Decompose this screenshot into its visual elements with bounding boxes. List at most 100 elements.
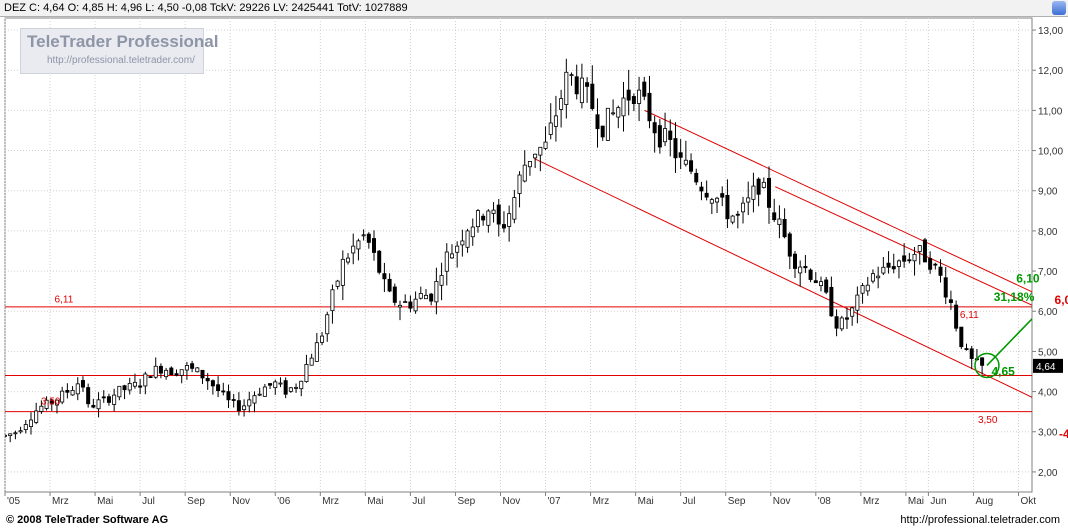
candle-body: [824, 279, 829, 293]
candle-body: [465, 230, 470, 248]
candle-body: [948, 299, 953, 303]
candle-body: [449, 253, 454, 259]
chart-annotation: 31,18%: [994, 290, 1035, 304]
candle-body: [138, 385, 143, 388]
candle-body: [325, 314, 330, 335]
candle-body: [844, 317, 849, 320]
chart-annotation: 6,10: [1016, 271, 1040, 285]
candle-body: [148, 376, 153, 379]
candle-body: [408, 301, 413, 309]
candle-body: [299, 380, 304, 390]
candle-body: [694, 172, 699, 183]
candle-body: [153, 365, 158, 378]
candle-body: [86, 387, 91, 405]
candle-body: [637, 89, 642, 104]
candle-body: [387, 278, 392, 292]
x-tick-label: '08: [818, 496, 831, 507]
candle-body: [907, 259, 912, 262]
candle-body: [673, 138, 678, 159]
candle-body: [704, 192, 709, 198]
candle-body: [642, 81, 647, 97]
candle-body: [132, 381, 137, 387]
candle-body: [631, 96, 636, 104]
candle-body: [174, 373, 179, 376]
x-tick-label: Mai: [367, 496, 383, 507]
candle-body: [18, 430, 23, 433]
candle-body: [112, 394, 117, 405]
candle-body: [798, 266, 803, 274]
x-tick-label: Sep: [728, 496, 746, 507]
candle-body: [210, 380, 215, 387]
candle-body: [876, 275, 881, 279]
candle-body: [268, 383, 273, 386]
candle-body: [96, 399, 101, 410]
target-circle: [974, 352, 1000, 379]
y-tick-label: 6,00: [1038, 307, 1058, 318]
candle-body: [855, 294, 860, 311]
candle-body: [590, 83, 595, 109]
x-tick-label: Okt: [1020, 496, 1036, 507]
candle-body: [943, 277, 948, 298]
candle-body: [8, 433, 13, 437]
candle-body: [652, 122, 657, 134]
candle-body: [23, 424, 28, 430]
candle-body: [262, 386, 267, 397]
candle-body: [221, 390, 226, 393]
candle-body: [574, 76, 579, 95]
candle-body: [896, 260, 901, 267]
candle-body: [730, 215, 735, 223]
candle-body: [28, 419, 33, 427]
chart-annotation: 6,05: [1055, 293, 1068, 307]
x-tick-label: Mrz: [52, 496, 69, 507]
chart-annotation: 4,65: [991, 365, 1015, 379]
chart-annotation: -41,82%: [1059, 427, 1068, 441]
y-tick-label: 5,00: [1038, 347, 1058, 358]
x-tick-label: '06: [277, 496, 290, 507]
candle-body: [413, 298, 418, 312]
x-tick-label: Jul: [683, 496, 696, 507]
candle-body: [881, 266, 886, 274]
candle-body: [80, 380, 85, 388]
candle-body: [595, 114, 600, 130]
candle-body: [933, 263, 938, 266]
x-tick-label: Nov: [773, 496, 791, 507]
candle-body: [356, 240, 361, 250]
candle-body: [616, 107, 621, 118]
candle-body: [850, 307, 855, 317]
candle-body: [922, 239, 927, 263]
candle-body: [475, 210, 480, 228]
y-tick-label: 10,00: [1038, 147, 1063, 158]
logo-url: http://professional.teletrader.com/: [47, 55, 195, 66]
candle-body: [470, 226, 475, 238]
candle-body: [507, 213, 512, 227]
candle-body: [351, 245, 356, 254]
candle-body: [460, 240, 465, 246]
candle-body: [34, 410, 39, 423]
chart-annotation: 3,50: [41, 396, 61, 407]
candle-body: [683, 159, 688, 165]
candle-body: [39, 405, 44, 412]
candle-body: [190, 363, 195, 369]
candle-body: [434, 281, 439, 303]
candle-body: [335, 280, 340, 287]
chart-annotation: 3,50: [978, 415, 998, 426]
candle-body: [803, 266, 808, 269]
x-tick-label: Sep: [187, 496, 205, 507]
candle-body: [870, 273, 875, 282]
candle-body: [761, 181, 766, 188]
candle-body: [184, 364, 189, 371]
candle-body: [143, 373, 148, 387]
candle-body: [205, 378, 210, 382]
candle-body: [455, 245, 460, 253]
trend-channel-line: [534, 158, 1032, 398]
candle-body: [564, 71, 569, 105]
candle-body: [917, 245, 922, 252]
candle-body: [735, 213, 740, 216]
candle-body: [5, 434, 8, 437]
window-button-icon[interactable]: [1052, 1, 1066, 15]
footer-url[interactable]: http://professional.teletrader.com: [900, 514, 1060, 526]
candle-body: [309, 357, 314, 366]
candle-body: [106, 396, 111, 403]
candle-body: [522, 164, 527, 182]
candle-body: [860, 285, 865, 294]
